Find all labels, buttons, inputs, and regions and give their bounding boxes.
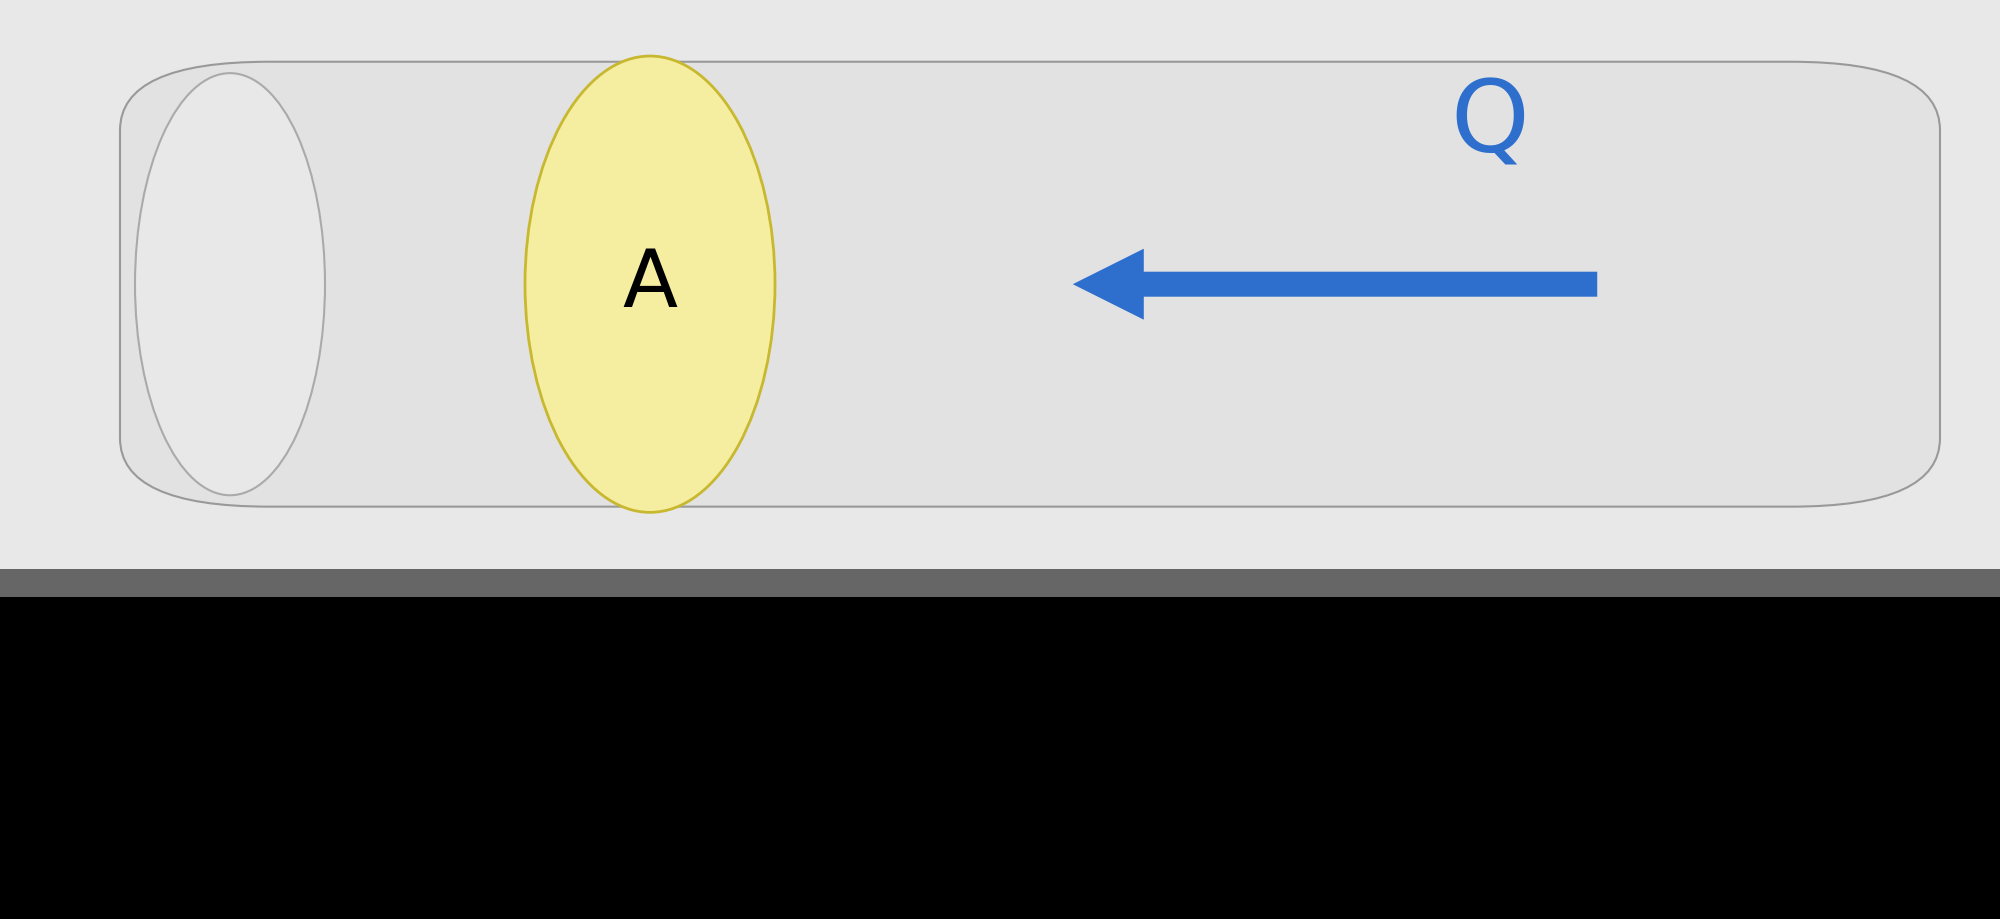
Bar	[0, 570, 2000, 597]
Bar	[0, 0, 2000, 570]
Text: Q: Q	[1450, 77, 1530, 174]
FancyBboxPatch shape	[120, 62, 1940, 507]
Text: A: A	[622, 246, 678, 323]
Ellipse shape	[136, 74, 324, 495]
Ellipse shape	[524, 57, 776, 513]
